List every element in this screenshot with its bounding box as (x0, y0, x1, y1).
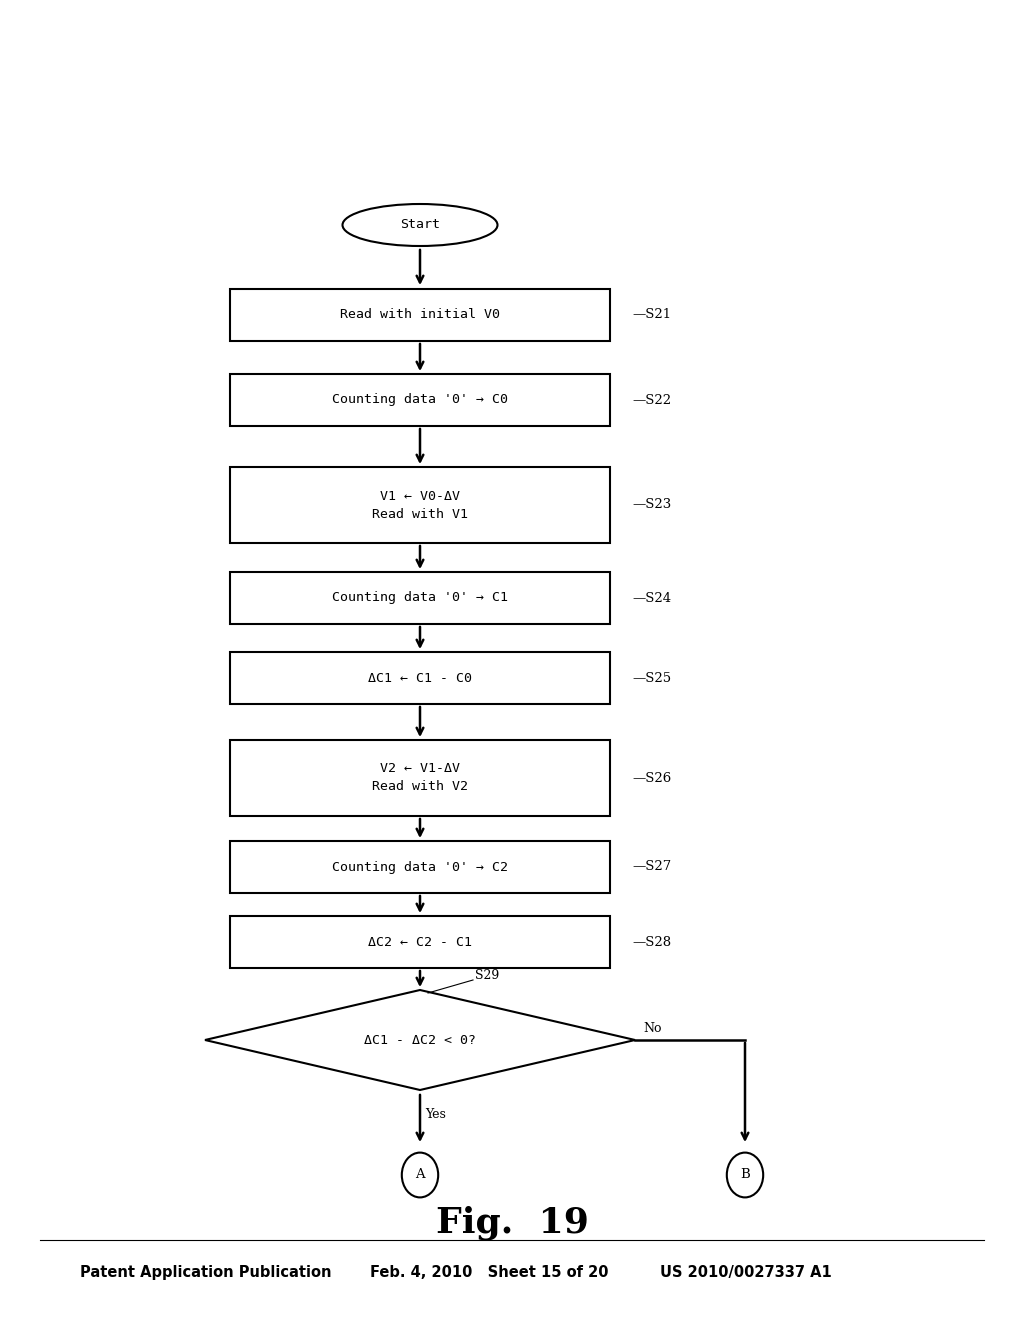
Text: —S25: —S25 (632, 672, 671, 685)
Text: Read with initial V0: Read with initial V0 (340, 309, 500, 322)
Text: ΔC2 ← C2 - C1: ΔC2 ← C2 - C1 (368, 936, 472, 949)
Bar (230, 916, 610, 968)
Text: V2 ← V1-ΔV
Read with V2: V2 ← V1-ΔV Read with V2 (372, 763, 468, 793)
Bar (230, 374, 610, 426)
Text: Yes: Yes (425, 1107, 445, 1121)
Text: B: B (740, 1168, 750, 1181)
Polygon shape (205, 990, 635, 1090)
Text: V1 ← V0-ΔV
Read with V1: V1 ← V0-ΔV Read with V1 (372, 490, 468, 520)
Text: ΔC1 - ΔC2 < 0?: ΔC1 - ΔC2 < 0? (364, 1034, 476, 1047)
Bar (230, 652, 610, 704)
Ellipse shape (727, 1152, 763, 1197)
Bar (230, 289, 610, 341)
Text: —S23: —S23 (632, 499, 672, 511)
Text: —S21: —S21 (632, 309, 671, 322)
Bar (230, 467, 610, 543)
Text: Counting data '0' → C0: Counting data '0' → C0 (332, 393, 508, 407)
Text: S29: S29 (475, 969, 500, 982)
Text: Counting data '0' → C1: Counting data '0' → C1 (332, 591, 508, 605)
Text: Feb. 4, 2010   Sheet 15 of 20: Feb. 4, 2010 Sheet 15 of 20 (370, 1265, 608, 1280)
Text: —S22: —S22 (632, 393, 671, 407)
Text: —S24: —S24 (632, 591, 671, 605)
Text: A: A (415, 1168, 425, 1181)
Bar (230, 572, 610, 624)
Text: No: No (643, 1022, 662, 1035)
Ellipse shape (401, 1152, 438, 1197)
Ellipse shape (342, 205, 498, 246)
Bar (230, 741, 610, 816)
Text: Fig.  19: Fig. 19 (435, 1205, 589, 1239)
Text: Counting data '0' → C2: Counting data '0' → C2 (332, 861, 508, 874)
Text: —S28: —S28 (632, 936, 671, 949)
Text: ΔC1 ← C1 - C0: ΔC1 ← C1 - C0 (368, 672, 472, 685)
Bar (230, 841, 610, 894)
Text: Start: Start (400, 219, 440, 231)
Text: —S27: —S27 (632, 861, 672, 874)
Text: —S26: —S26 (632, 771, 672, 784)
Text: Patent Application Publication: Patent Application Publication (80, 1265, 332, 1280)
Text: US 2010/0027337 A1: US 2010/0027337 A1 (660, 1265, 831, 1280)
